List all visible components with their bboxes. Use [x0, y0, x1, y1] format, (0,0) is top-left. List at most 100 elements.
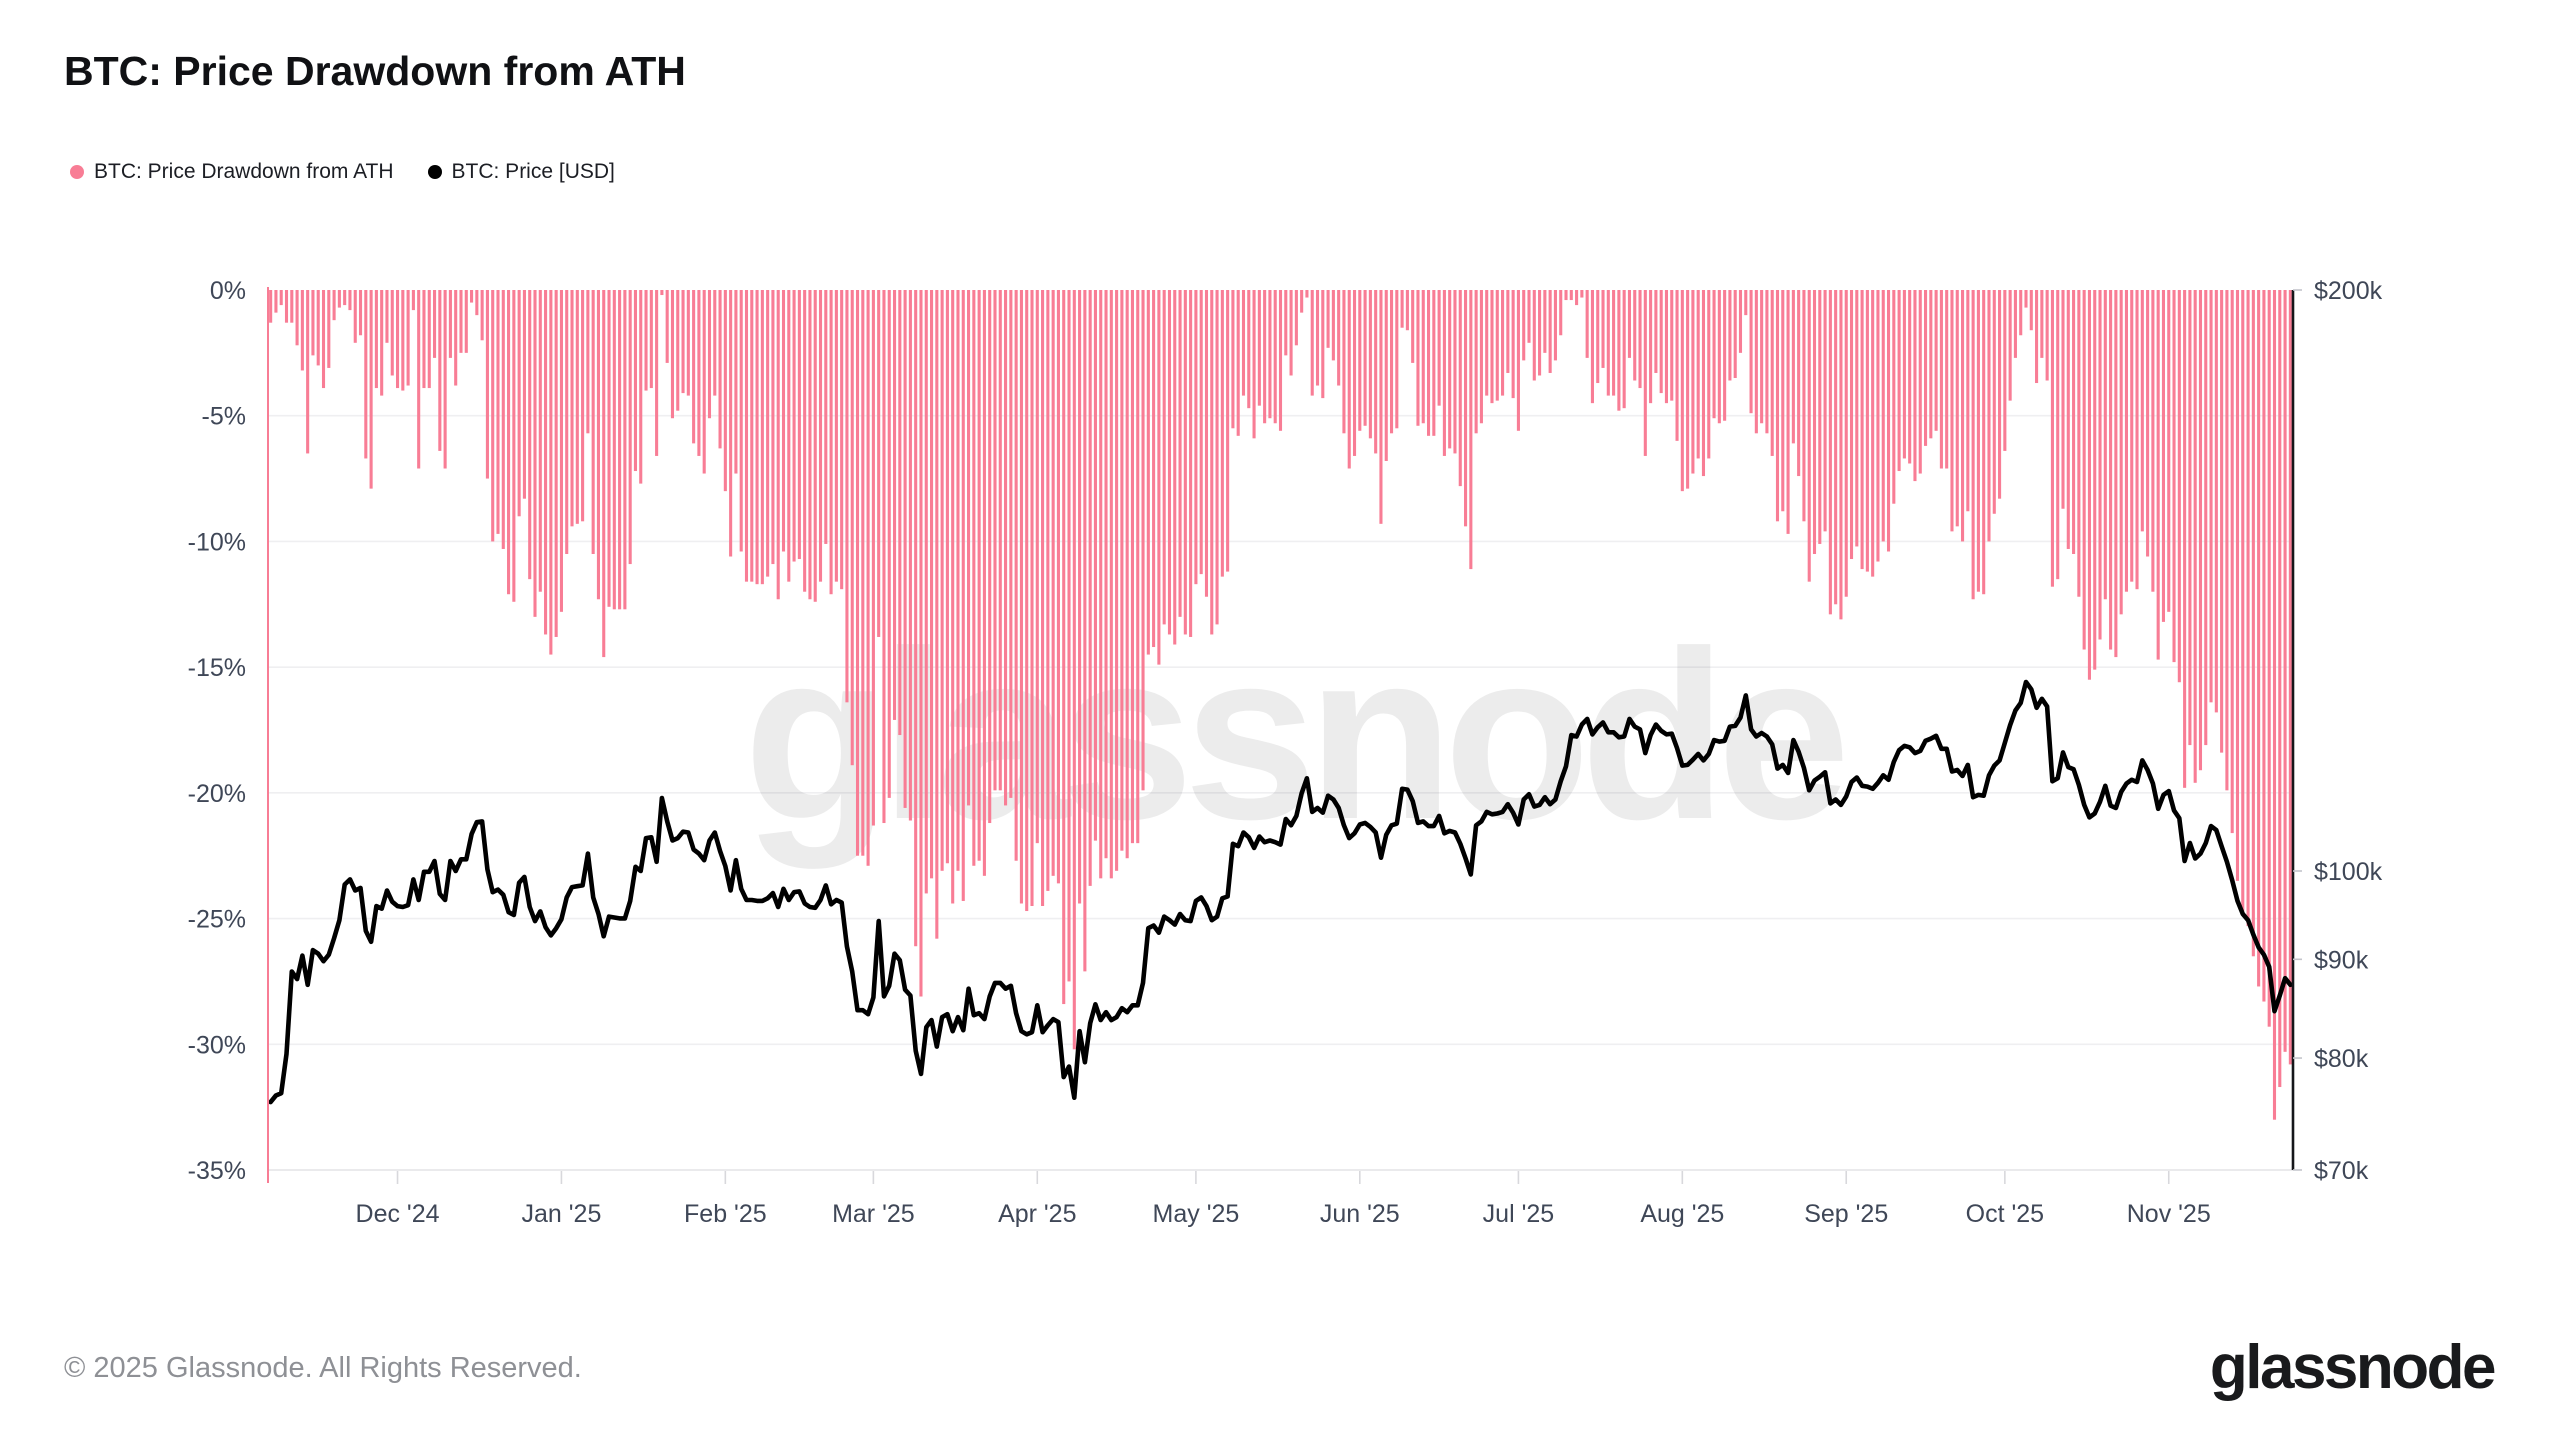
drawdown-bar: [2193, 290, 2197, 783]
drawdown-bar: [1913, 290, 1917, 482]
drawdown-bar: [1226, 290, 1230, 572]
price-line: [268, 679, 2293, 1105]
drawdown-bar: [1389, 290, 1394, 434]
drawdown-bar: [1760, 290, 1764, 424]
drawdown-bar: [417, 290, 421, 469]
drawdown-bar: [327, 290, 331, 368]
drawdown-bar: [840, 290, 844, 590]
drawdown-bar: [554, 290, 558, 637]
drawdown-bar: [760, 290, 764, 585]
drawdown-bar: [2172, 290, 2176, 663]
month-axis-label: Dec '24: [356, 1200, 440, 1228]
drawdown-bar: [935, 290, 939, 939]
drawdown-bar: [1638, 290, 1642, 389]
drawdown-bar: [1220, 290, 1224, 577]
drawdown-bar: [2188, 290, 2192, 746]
drawdown-bar: [1791, 290, 1795, 444]
drawdown-bar: [1046, 290, 1050, 891]
month-axis-label: Aug '25: [1640, 1200, 1724, 1228]
drawdown-bar: [1797, 290, 1801, 477]
legend-item-price[interactable]: BTC: Price [USD]: [427, 160, 615, 184]
drawdown-bar: [538, 290, 542, 592]
drawdown-bar: [1252, 290, 1256, 439]
drawdown-bar: [2114, 290, 2118, 658]
drawdown-bar: [1865, 290, 1869, 572]
drawdown-bar: [1881, 290, 1885, 542]
drawdown-bar: [1310, 290, 1314, 396]
drawdown-bar: [1501, 290, 1505, 396]
drawdown-axis-label: -30%: [188, 1031, 246, 1059]
drawdown-bar: [343, 290, 347, 306]
price-axis-label: $70k: [2314, 1157, 2369, 1185]
drawdown-bar: [2003, 290, 2007, 451]
drawdown-bar: [2109, 290, 2113, 650]
glassnode-logo[interactable]: glassnode: [2209, 1333, 2497, 1402]
drawdown-bar: [1976, 290, 1980, 592]
drawdown-bar: [1130, 290, 1134, 844]
drawdown-bar: [1268, 290, 1272, 419]
drawdown-bar: [2225, 290, 2229, 791]
drawdown-bar: [1062, 290, 1066, 1005]
drawdown-bar: [908, 290, 912, 821]
drawdown-bar: [1580, 290, 1584, 298]
drawdown-bar: [623, 290, 627, 610]
drawdown-bar: [924, 290, 928, 894]
legend-item-drawdown[interactable]: BTC: Price Drawdown from ATH: [70, 160, 394, 184]
drawdown-bar: [866, 290, 870, 866]
drawdown-bar: [544, 290, 548, 635]
drawdown-bar: [903, 290, 907, 808]
drawdown-bar: [618, 290, 622, 610]
drawdown-bar: [871, 290, 875, 826]
drawdown-bar: [739, 290, 743, 552]
drawdown-bar: [1781, 290, 1785, 512]
drawdown-bar: [464, 290, 468, 353]
drawdown-bar: [1849, 290, 1854, 560]
drawdown-bar: [1273, 290, 1277, 424]
drawdown-bar: [1855, 290, 1859, 547]
drawdown-bar: [2024, 290, 2028, 308]
drawdown-bar: [2061, 290, 2065, 509]
drawdown-bar: [369, 290, 373, 489]
drawdown-bar: [2230, 290, 2234, 834]
drawdown-bar: [639, 290, 643, 484]
drawdown-bar: [1395, 290, 1399, 429]
drawdown-bar: [1939, 290, 1943, 469]
drawdown-bar: [1072, 290, 1076, 1050]
drawdown-bar: [337, 290, 341, 308]
drawdown-bar: [1421, 290, 1425, 424]
drawdown-bar: [1860, 290, 1864, 570]
drawdown-bar: [1876, 290, 1880, 562]
drawdown-bar: [2156, 290, 2160, 660]
drawdown-bar: [1892, 290, 1896, 504]
drawdown-bar: [660, 290, 664, 296]
drawdown-bar: [1247, 290, 1251, 409]
drawdown-bar: [1257, 290, 1261, 406]
drawdown-bar: [919, 290, 923, 997]
drawdown-bar: [1041, 290, 1045, 906]
drawdown-bar: [517, 290, 521, 517]
drawdown-bar: [2072, 290, 2076, 554]
drawdown-bar: [1553, 290, 1557, 361]
drawdown-bar: [2013, 290, 2017, 358]
drawdown-bar: [1305, 290, 1309, 298]
drawdown-bar: [829, 290, 833, 595]
drawdown-bar: [977, 290, 981, 861]
drawdown-bar: [470, 290, 474, 303]
drawdown-bar: [1321, 290, 1325, 399]
copyright-text: © 2025 Glassnode. All Rights Reserved.: [64, 1352, 582, 1384]
drawdown-bar: [1379, 290, 1383, 524]
drawdown-bar: [364, 290, 368, 459]
legend: BTC: Price Drawdown from ATH BTC: Price …: [70, 160, 615, 184]
drawdown-bar: [1241, 290, 1246, 396]
drawdown-bar: [2161, 290, 2166, 622]
drawdown-bar: [729, 290, 733, 557]
drawdown-bar: [1585, 290, 1589, 358]
drawdown-bar: [374, 290, 378, 389]
chart-plot-area[interactable]: [268, 290, 2293, 1170]
drawdown-bar: [1590, 290, 1594, 404]
drawdown-bar: [998, 290, 1002, 791]
drawdown-bar: [1337, 290, 1341, 386]
drawdown-bar: [1120, 290, 1124, 851]
drawdown-bar: [861, 290, 865, 856]
